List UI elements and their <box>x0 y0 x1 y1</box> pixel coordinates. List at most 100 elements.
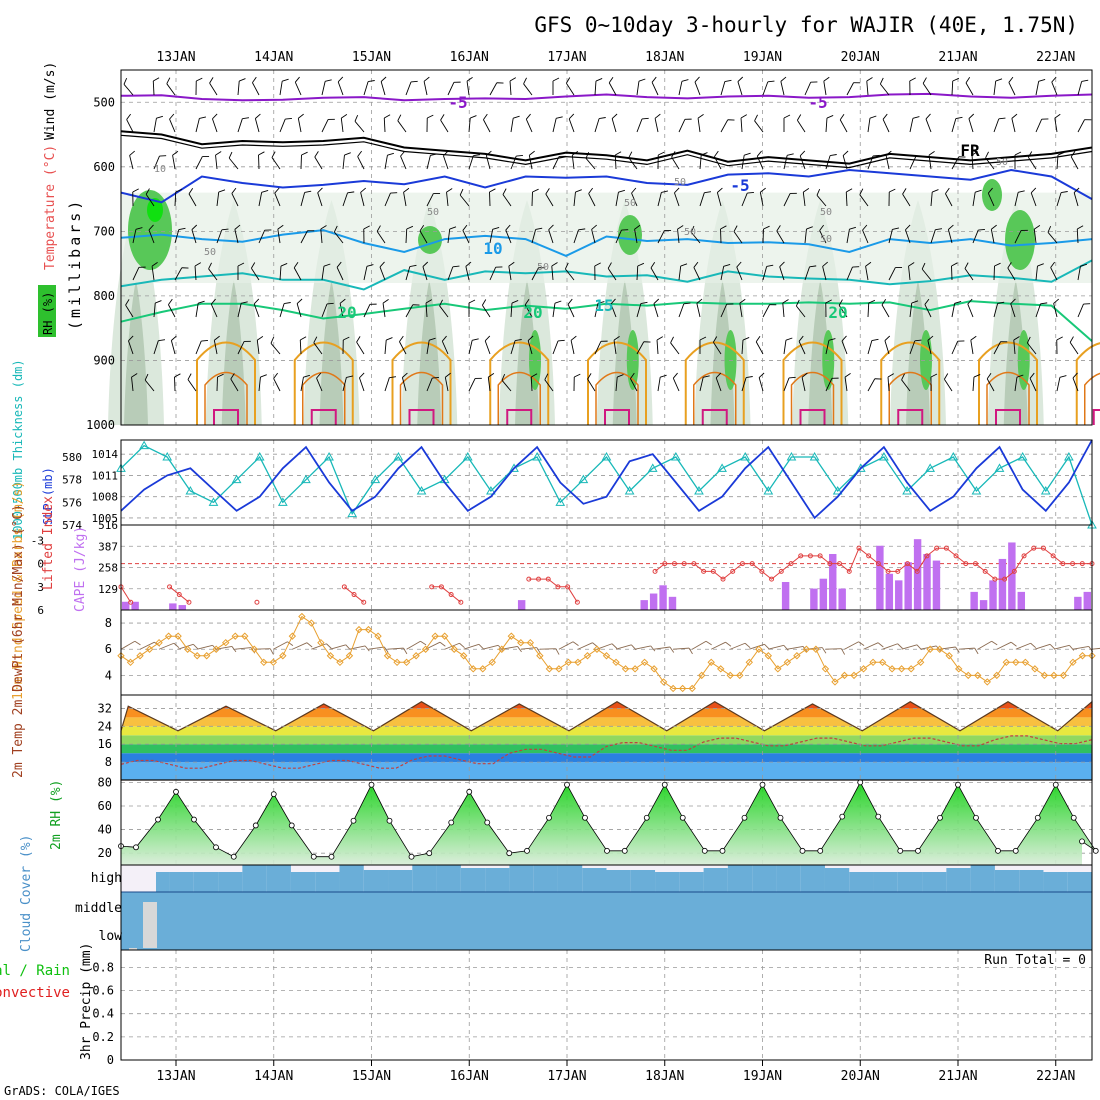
date-label-bottom: 13JAN <box>156 1069 195 1084</box>
wind-speed-point <box>593 645 601 653</box>
rh-point <box>506 850 513 857</box>
wind-barb <box>888 267 903 281</box>
li-line <box>169 586 190 603</box>
thickness-axis-label: 1000-500mb Thickness (dm) <box>11 359 25 540</box>
wind-speed-point <box>964 671 972 680</box>
wind-speed-point <box>1078 652 1087 660</box>
wind-barb <box>611 113 618 133</box>
li-point <box>778 568 784 574</box>
wind-barb <box>357 150 365 170</box>
wind-barb <box>237 78 246 96</box>
date-label-bottom: 21JAN <box>938 1069 977 1084</box>
cape-bar <box>998 558 1007 610</box>
rh-point <box>252 822 259 829</box>
li-point <box>943 545 949 551</box>
temperature-band <box>121 708 1092 718</box>
li-line <box>120 586 132 603</box>
wind-speed-point <box>393 658 401 667</box>
wind-barb <box>628 151 638 170</box>
millibars-axis-label: (millibars) <box>66 198 84 330</box>
cape-bar <box>659 585 667 610</box>
li-point <box>1060 561 1066 567</box>
wind-barb <box>444 372 451 392</box>
wind-barb <box>468 377 482 392</box>
li-point <box>574 599 580 605</box>
wind-barb <box>1030 187 1037 207</box>
wind-speed-point <box>726 671 734 680</box>
date-label-top: 17JAN <box>547 50 586 65</box>
wind-barb <box>993 262 1001 281</box>
cloud-high-bar <box>218 872 243 892</box>
cape-bar <box>781 581 790 610</box>
cloud-high-bar <box>752 865 777 892</box>
wind-barb <box>342 191 355 207</box>
wind-barb <box>591 224 598 244</box>
wind-barb <box>816 188 827 207</box>
cape-tick-label: 387 <box>98 540 118 553</box>
wind-barb <box>1077 263 1087 281</box>
wind-barb <box>762 304 777 318</box>
wind-barb <box>132 266 146 281</box>
slp-axis-label: SLP (mb) <box>41 467 55 525</box>
wind-barb <box>426 337 436 355</box>
wind-speed-point <box>793 652 801 660</box>
thickness-point <box>462 451 473 461</box>
pressure-tick-label: 500 <box>93 95 115 109</box>
wind-barb <box>1029 372 1037 392</box>
wind-barb <box>510 155 523 170</box>
thickness-point <box>971 485 982 495</box>
li-tick-label: 6 <box>37 604 44 617</box>
wind-barb <box>144 373 155 392</box>
wind-barb <box>1033 225 1041 244</box>
wind-barb <box>300 374 310 392</box>
wind-barb <box>909 116 920 133</box>
wind-speed-point <box>717 665 725 673</box>
wind-barb <box>270 336 281 355</box>
wind-barb <box>483 113 491 133</box>
date-label-bottom: 20JAN <box>841 1069 880 1084</box>
li-point <box>662 561 668 567</box>
wind-speed-point <box>498 645 506 653</box>
li-point <box>1079 561 1085 567</box>
wind-barb <box>273 372 281 392</box>
thickness-point <box>925 463 936 472</box>
wind-barb <box>636 301 648 318</box>
wind-barb <box>736 261 743 281</box>
cloud-high-bar <box>339 865 364 892</box>
wind-barb <box>841 335 848 355</box>
isotherm-25 <box>489 341 550 425</box>
wind-barb <box>901 373 911 392</box>
wind-speed-point <box>736 671 744 680</box>
rh-point <box>133 844 139 851</box>
wind-barb <box>585 151 596 170</box>
li-point <box>1002 576 1008 582</box>
rh-moist-core <box>618 215 642 255</box>
isotherm-line <box>120 300 1093 342</box>
wind10m-barb <box>996 641 1017 650</box>
rh-point <box>799 847 806 854</box>
thickness-tick-label: 576 <box>62 496 82 509</box>
wind-barb <box>993 117 1006 133</box>
wind-speed-point <box>831 678 839 686</box>
wind-barb <box>380 76 387 96</box>
li-point <box>739 561 745 567</box>
rh-point <box>288 822 295 829</box>
wind-barb <box>466 76 473 96</box>
wind-barb <box>636 341 651 355</box>
wind-barb <box>1077 79 1089 96</box>
wind-barb <box>716 187 723 207</box>
wind-barb <box>213 335 220 355</box>
date-label-bottom: 16JAN <box>450 1069 489 1084</box>
wind-barb <box>759 187 766 207</box>
wind-barb <box>1013 336 1020 355</box>
wind-barb <box>945 187 953 207</box>
rh-shade-region <box>221 280 246 425</box>
wind-barb <box>531 267 546 281</box>
wind-barb <box>678 118 692 133</box>
wind-tick-label: 8 <box>105 616 112 630</box>
isotherm-35 <box>897 409 924 425</box>
wind-speed-point <box>812 645 820 653</box>
wind-barb <box>588 187 596 207</box>
rh-tick-label: 80 <box>98 775 112 789</box>
thickness-point <box>416 485 427 495</box>
